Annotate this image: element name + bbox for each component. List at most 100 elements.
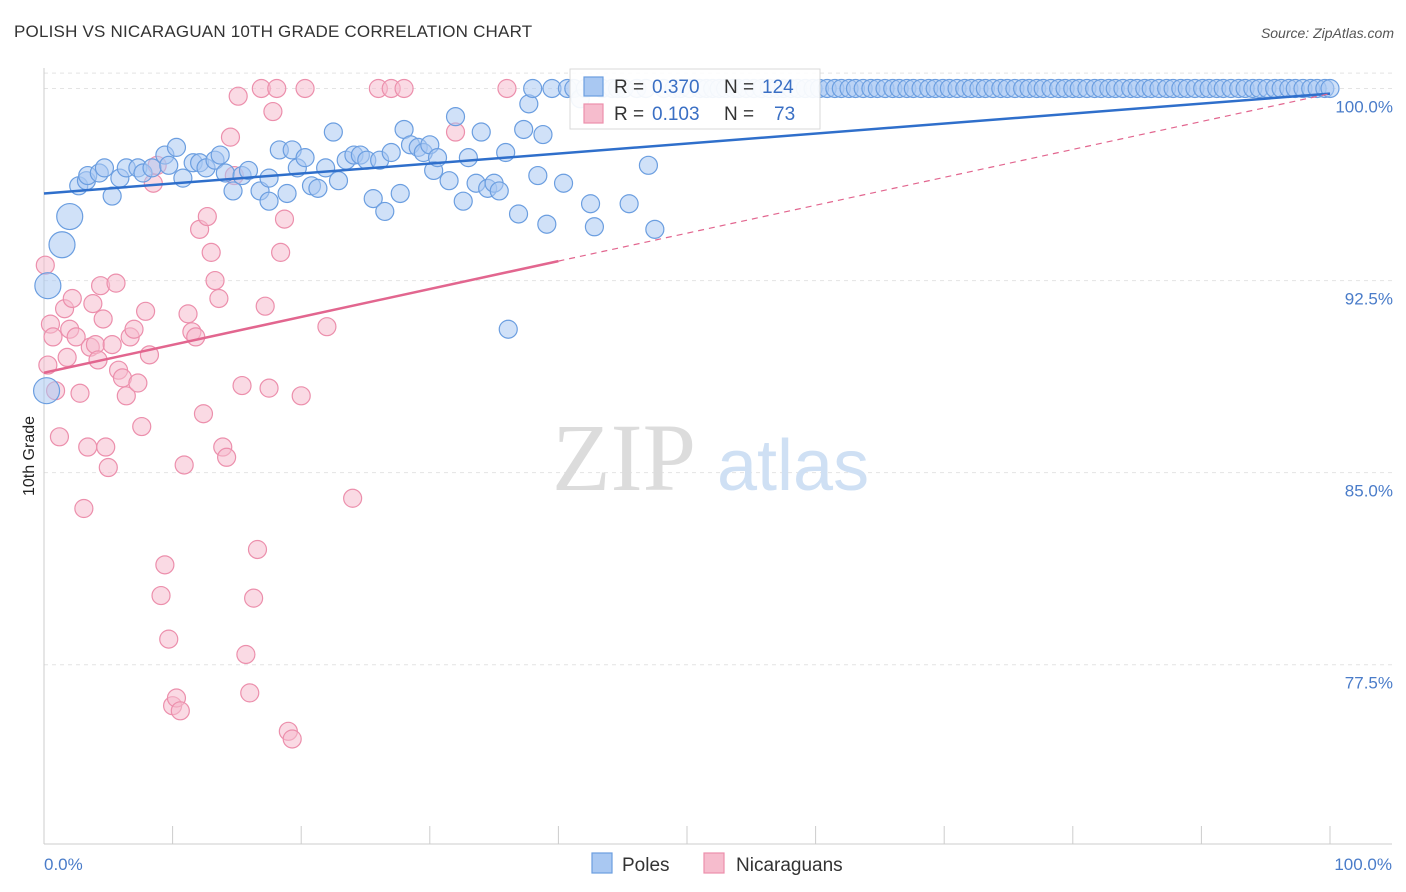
- nicaraguans-point: [170, 701, 190, 721]
- poles-point: [523, 78, 543, 99]
- watermark-atlas: atlas: [717, 426, 869, 506]
- nicaraguans-point: [244, 588, 264, 608]
- nicaraguans-points: [35, 78, 517, 749]
- bottom-legend-poles: Poles: [622, 855, 670, 876]
- bottom-legend-nicaraguans: Nicaraguans: [736, 855, 843, 876]
- poles-point: [223, 181, 243, 201]
- nicaraguans-point: [193, 404, 214, 424]
- poles-point: [471, 122, 491, 142]
- nicaraguans-point: [236, 644, 256, 665]
- nicaraguans-point: [186, 327, 206, 347]
- poles-point: [580, 194, 601, 214]
- nicaraguans-point: [49, 427, 70, 447]
- poles-point: [390, 183, 410, 204]
- watermark: ZIP atlas: [552, 404, 869, 511]
- poles-point: [277, 183, 297, 204]
- poles-point: [94, 158, 115, 178]
- nicaraguans-point: [255, 296, 275, 316]
- nicaraguans-point: [83, 294, 103, 314]
- nicaraguans-point: [38, 355, 58, 375]
- y-tick-label: 100.0%: [1335, 97, 1393, 116]
- poles-point: [34, 272, 62, 300]
- legend-box-frame: [569, 68, 821, 130]
- poles-trend-line: [43, 92, 1331, 195]
- poles-point: [514, 119, 534, 140]
- x-axis-ticks: [43, 826, 1331, 844]
- bottom-legend: Poles Nicaraguans: [591, 852, 843, 876]
- nicaraguans-point: [135, 301, 156, 321]
- poles-point: [489, 181, 509, 201]
- nicaraguans-point: [228, 86, 248, 106]
- nicaraguans-point: [201, 242, 221, 262]
- legend-poles-n-value: 124: [762, 77, 794, 98]
- nicaraguans-point: [317, 317, 337, 337]
- legend-nicaraguans-n-label: N =: [724, 104, 754, 125]
- poles-point: [553, 173, 574, 193]
- nicaraguans-point: [497, 78, 517, 99]
- chart-source: Source: ZipAtlas.com: [1260, 25, 1394, 41]
- nicaraguans-point: [106, 273, 126, 293]
- poles-point: [584, 217, 605, 237]
- poles-point: [439, 171, 459, 191]
- nicaraguans-point: [78, 437, 98, 457]
- nicaraguans-point: [232, 375, 252, 396]
- nicaraguans-point: [62, 288, 82, 309]
- poles-point: [159, 155, 179, 175]
- poles-point: [508, 204, 529, 224]
- nicaraguans-point: [102, 334, 122, 355]
- poles-point: [210, 145, 230, 165]
- nicaraguans-point: [96, 437, 116, 457]
- poles-point: [295, 148, 315, 168]
- nicaraguans-point: [124, 319, 144, 339]
- trend-lines: [43, 92, 1331, 374]
- poles-point: [453, 191, 473, 211]
- nicaraguans-point: [57, 347, 77, 367]
- nicaraguans-point: [220, 127, 241, 147]
- poles-point: [645, 219, 665, 239]
- poles-point: [308, 178, 328, 198]
- legend-poles-r-label: R =: [614, 77, 644, 98]
- nicaraguans-point: [174, 455, 194, 475]
- nicaraguans-point: [70, 383, 90, 403]
- nicaraguans-point: [35, 255, 55, 275]
- nicaraguans-point: [295, 78, 315, 99]
- nicaraguans-point: [259, 378, 279, 398]
- nicaraguans-point: [263, 101, 283, 122]
- legend-swatch-poles: [583, 76, 604, 97]
- nicaraguans-point: [93, 309, 113, 329]
- poles-point: [619, 194, 639, 214]
- nicaraguans-point: [66, 327, 86, 347]
- nicaraguans-point: [217, 447, 237, 467]
- poles-point: [458, 148, 478, 168]
- legend-nicaraguans-r-value: 0.103: [652, 104, 700, 125]
- nicaraguans-point: [291, 386, 311, 406]
- poles-point: [533, 124, 553, 145]
- poles-point: [56, 202, 84, 231]
- nicaraguans-point: [98, 457, 118, 478]
- poles-point: [238, 160, 259, 181]
- legend-nicaraguans-r-label: R =: [614, 104, 644, 125]
- poles-point: [32, 377, 61, 405]
- legend-poles-r-value: 0.370: [652, 77, 700, 98]
- legend-poles-n-label: N =: [724, 77, 754, 98]
- nicaraguans-point: [267, 78, 287, 99]
- nicaraguans-point: [205, 270, 225, 291]
- nicaraguans-point: [197, 206, 217, 227]
- poles-point: [375, 201, 395, 222]
- poles-point: [638, 155, 659, 175]
- poles-point: [323, 122, 343, 142]
- nicaraguans-trend-line: [43, 259, 559, 374]
- poles-point: [363, 189, 383, 209]
- y-tick-label: 85.0%: [1345, 482, 1393, 501]
- y-tick-labels: 77.5% 85.0% 92.5% 100.0%: [1335, 97, 1393, 692]
- poles-point: [328, 171, 349, 191]
- x-tick-label-min: 0.0%: [44, 855, 83, 874]
- poles-points: [32, 78, 1340, 405]
- poles-point: [537, 214, 557, 234]
- legend-swatch-nicaraguans: [583, 103, 604, 124]
- y-tick-label: 92.5%: [1345, 290, 1393, 309]
- poles-point: [445, 107, 466, 127]
- chart-title: POLISH VS NICARAGUAN 10TH GRADE CORRELAT…: [14, 22, 533, 41]
- x-tick-label-max: 100.0%: [1334, 855, 1392, 874]
